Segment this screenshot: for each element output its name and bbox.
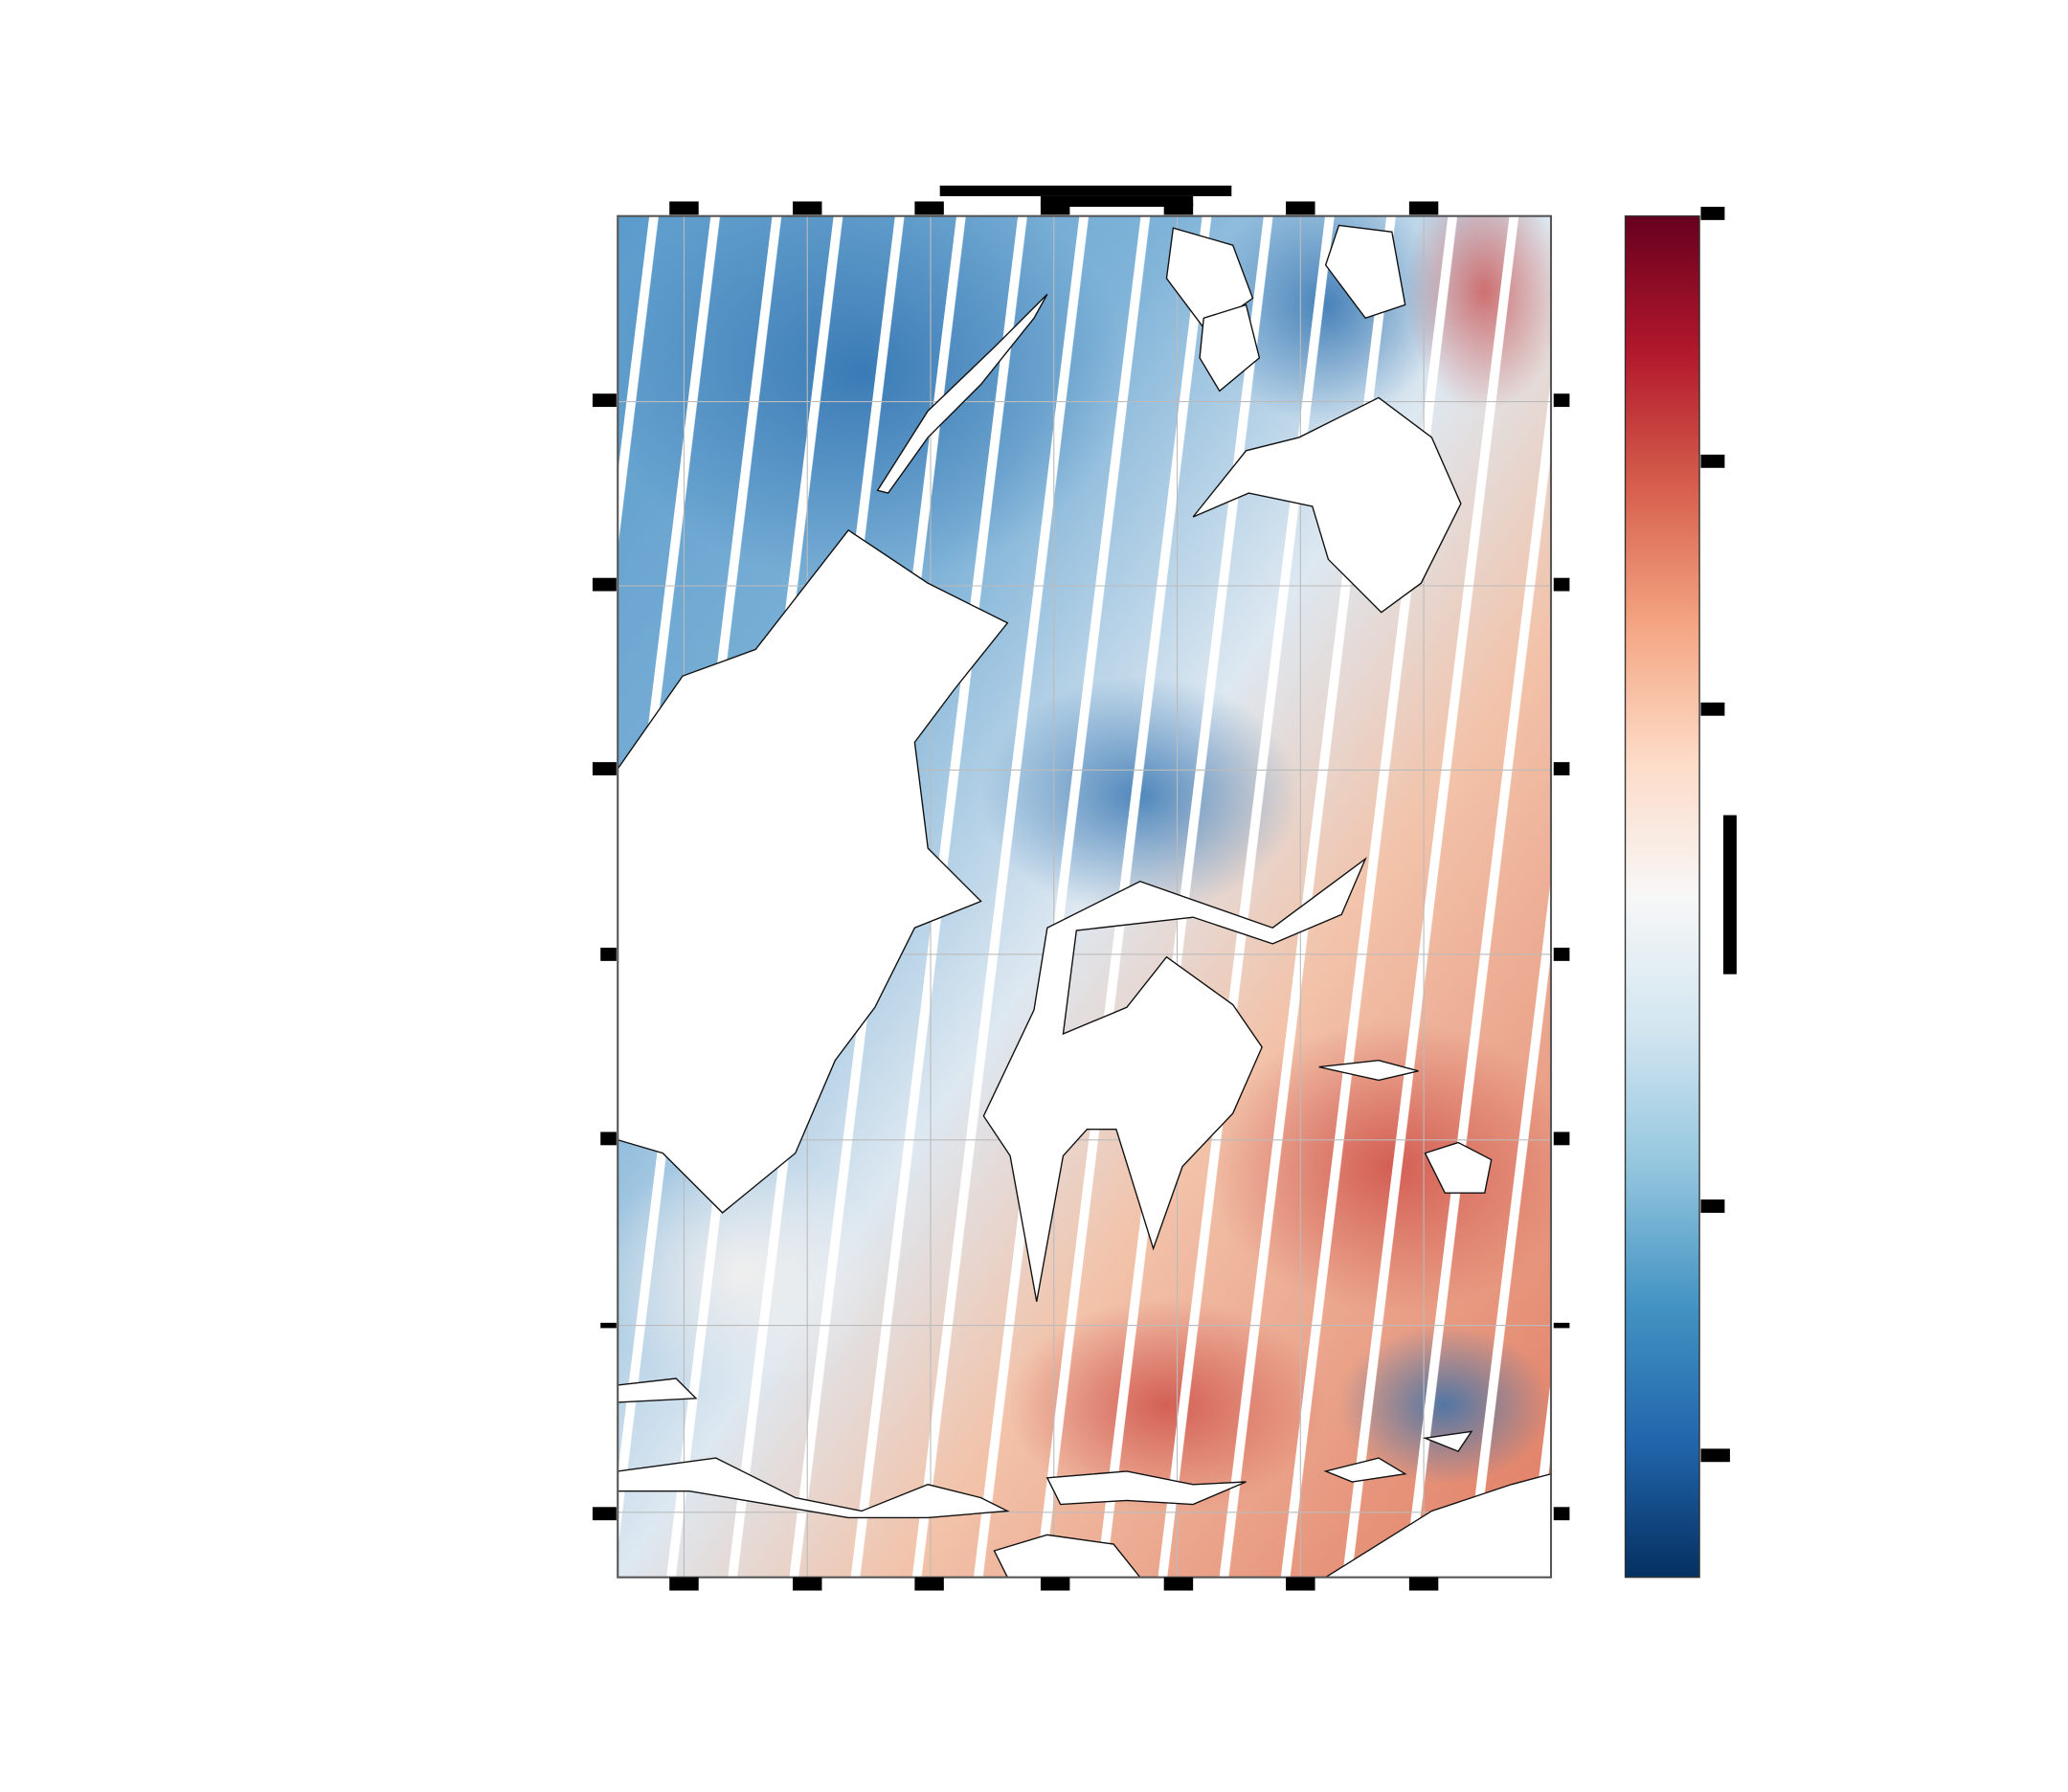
redacted-labels [592, 185, 1737, 1591]
plot-frame [617, 214, 1553, 1579]
colorbar [1624, 214, 1700, 1579]
coastlines [618, 224, 1551, 1578]
map-field [618, 215, 1551, 1578]
